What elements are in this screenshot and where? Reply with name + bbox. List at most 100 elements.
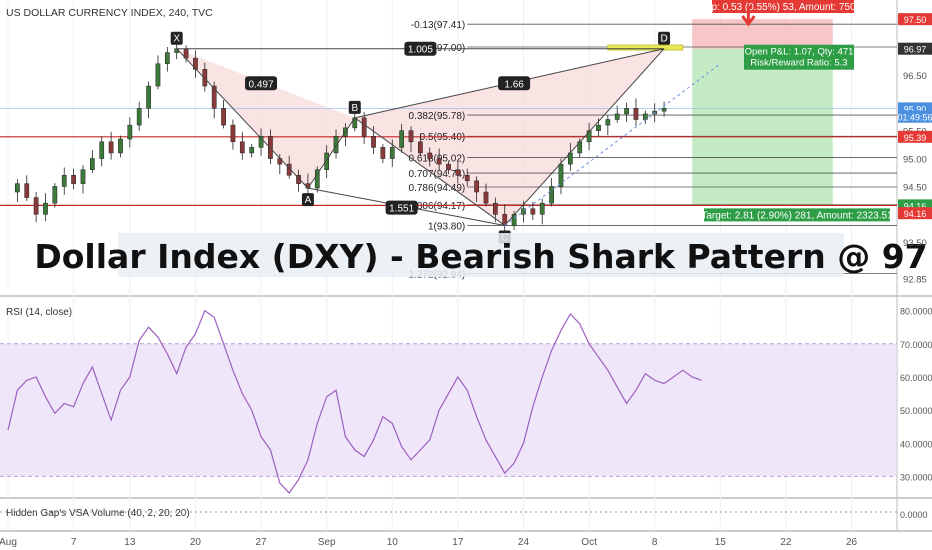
candle-body	[521, 208, 526, 215]
candle-body	[324, 152, 330, 170]
time-tick-label: 7	[71, 537, 77, 548]
price-tag-label: 94.16	[904, 209, 927, 219]
candle-body	[202, 69, 208, 87]
price-tag-box	[898, 207, 932, 220]
ratio-box	[404, 41, 437, 56]
candle-body	[418, 141, 423, 154]
rsi-axis-label: 60.0000	[900, 373, 932, 383]
candle-body	[483, 191, 489, 204]
target-label-box	[704, 208, 890, 222]
price-tick-label: 93.50	[903, 238, 927, 249]
fib-label: 0.5(95.40)	[420, 132, 466, 143]
price-tag-label: 96.97	[904, 45, 927, 55]
target-zone	[692, 48, 833, 206]
candle-body	[380, 147, 386, 159]
price-tag-box	[898, 130, 932, 143]
rsi-axis-label: 80.0000	[900, 307, 932, 317]
trend-dashed-line	[504, 63, 721, 226]
fib-label: 0.707(94.74)	[409, 169, 466, 180]
ratio-label: 1.005	[408, 45, 433, 56]
price-tick-label: 96.50	[903, 71, 927, 82]
candle-body	[455, 169, 461, 176]
candle-body	[249, 147, 255, 154]
pattern-point-label: X	[173, 34, 180, 45]
price-tag-box	[898, 13, 932, 26]
candle-body	[24, 183, 30, 198]
ratio-label: 1.551	[389, 204, 414, 215]
chart-symbol-header: US DOLLAR CURRENCY INDEX, 240, TVC	[6, 7, 213, 19]
time-tick-label: 27	[255, 537, 267, 548]
candle-body	[539, 202, 545, 215]
candle-body	[624, 108, 629, 115]
candle-body	[605, 119, 611, 126]
fib-label: 0.886(94.17)	[409, 201, 466, 212]
candle-body	[108, 141, 114, 154]
pattern-leg	[307, 117, 356, 189]
candle-body	[71, 175, 76, 184]
candle-body	[136, 108, 142, 126]
candle-body	[99, 141, 105, 159]
candle-body	[464, 175, 470, 182]
pattern-leg	[354, 117, 506, 226]
candle-body	[446, 163, 451, 170]
time-tick-label: 8	[652, 537, 658, 548]
title-backdrop	[118, 233, 844, 277]
candle-body	[155, 63, 161, 87]
candle-body	[399, 130, 404, 148]
overlay-title: Dollar Index (DXY) - Bearish Shark Patte…	[34, 237, 927, 276]
candle-body	[268, 135, 273, 159]
candle-body	[296, 175, 301, 184]
time-tick-label: 22	[780, 537, 792, 548]
pattern-point-marker	[658, 31, 671, 45]
pattern-point-marker	[301, 193, 314, 207]
price-tag-label: 95.39	[904, 133, 927, 143]
candle-body	[614, 113, 620, 120]
candle-body	[258, 135, 264, 148]
candle-body	[427, 152, 433, 159]
candle-body	[15, 183, 20, 193]
rsi-line	[7, 309, 702, 494]
time-tick-label: 20	[190, 537, 202, 548]
stop-label: Stop: 0.53 (0.55%) 53, Amount: 750.37	[697, 2, 870, 13]
pattern-xab-fill	[176, 48, 355, 189]
candle-body	[211, 85, 217, 109]
candle-body	[371, 135, 376, 148]
candle-body	[389, 147, 395, 159]
ratio-label: 0.497	[249, 79, 274, 90]
pattern-leg	[504, 48, 665, 226]
fib-label: -0.13(97.41)	[411, 20, 465, 31]
candle-body	[221, 108, 226, 126]
time-tick-label: 10	[387, 537, 399, 548]
time-tick-label: 13	[124, 537, 136, 548]
pattern-point-label: B	[351, 103, 358, 114]
stop-zone	[692, 19, 833, 49]
ratio-box	[245, 76, 278, 91]
candle-body	[361, 117, 367, 137]
candle-body	[239, 141, 245, 154]
rsi-axis-label: 30.0000	[900, 472, 932, 482]
price-tag-label: 94.16	[904, 201, 927, 211]
candle-body	[661, 108, 667, 112]
candle-body	[43, 202, 48, 215]
candle-body	[493, 202, 498, 215]
candle-body	[586, 130, 592, 143]
price-tick-label: 95.00	[903, 155, 927, 166]
rsi-axis-label: 50.0000	[900, 406, 932, 416]
fib-label: 0.786(94.49)	[409, 183, 466, 194]
candle-body	[118, 138, 123, 154]
price-tag-box	[898, 42, 932, 55]
candle-body	[558, 163, 564, 187]
price-tag-label: 97.50	[904, 15, 927, 25]
price-tick-label: 94.50	[903, 182, 927, 193]
ratio-box	[385, 200, 418, 215]
ratio-box	[498, 76, 531, 91]
time-tick-label: 17	[452, 537, 464, 548]
down-arrow-icon	[741, 6, 756, 27]
time-tick-label: 26	[846, 537, 858, 548]
candle-body	[33, 197, 39, 215]
candle-body	[127, 124, 133, 140]
candle-body	[52, 186, 58, 204]
candle-body	[436, 158, 442, 165]
